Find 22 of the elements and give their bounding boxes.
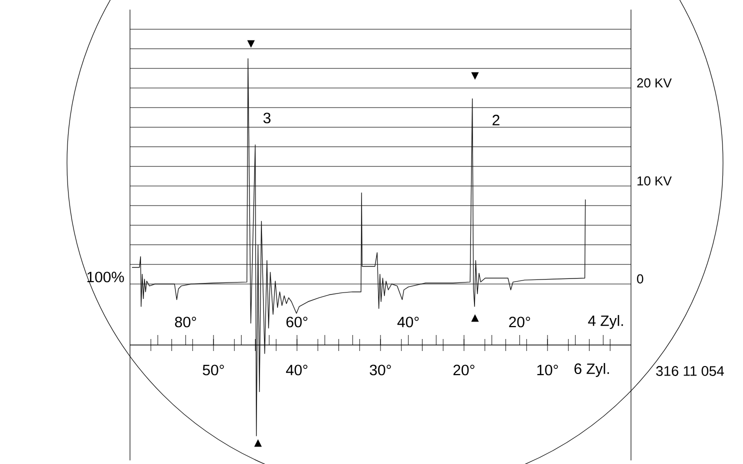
x2-tick-label: 40°	[286, 364, 308, 376]
x2-tick-label: 50°	[202, 364, 224, 376]
y-tick-label: 20 KV	[637, 78, 672, 88]
y-tick-label: 0	[637, 274, 644, 284]
annotation: ▼	[471, 72, 479, 80]
x-tick-label: 60°	[286, 316, 308, 328]
annotation: 3	[263, 112, 271, 124]
x2-tick-label: 10°	[537, 364, 558, 376]
x-tick-label: 80°	[175, 316, 196, 328]
text: 100%	[87, 272, 124, 282]
annotation: ▲	[254, 439, 262, 447]
y-tick-label: 10 KV	[638, 176, 672, 186]
annotation: ▼	[247, 40, 255, 48]
annotation: 2	[492, 114, 500, 126]
x2-tick-label: 30°	[370, 364, 391, 376]
x2-axis-title: 6 Zyl.	[574, 363, 609, 377]
annotation: ▲	[471, 314, 479, 322]
x-tick-label: 40°	[397, 316, 419, 328]
x-tick-label: 20°	[509, 316, 530, 328]
text: 316 11 054	[656, 366, 724, 376]
x-axis-title: 4 Zyl.	[588, 315, 623, 329]
x2-tick-label: 20°	[453, 364, 474, 376]
